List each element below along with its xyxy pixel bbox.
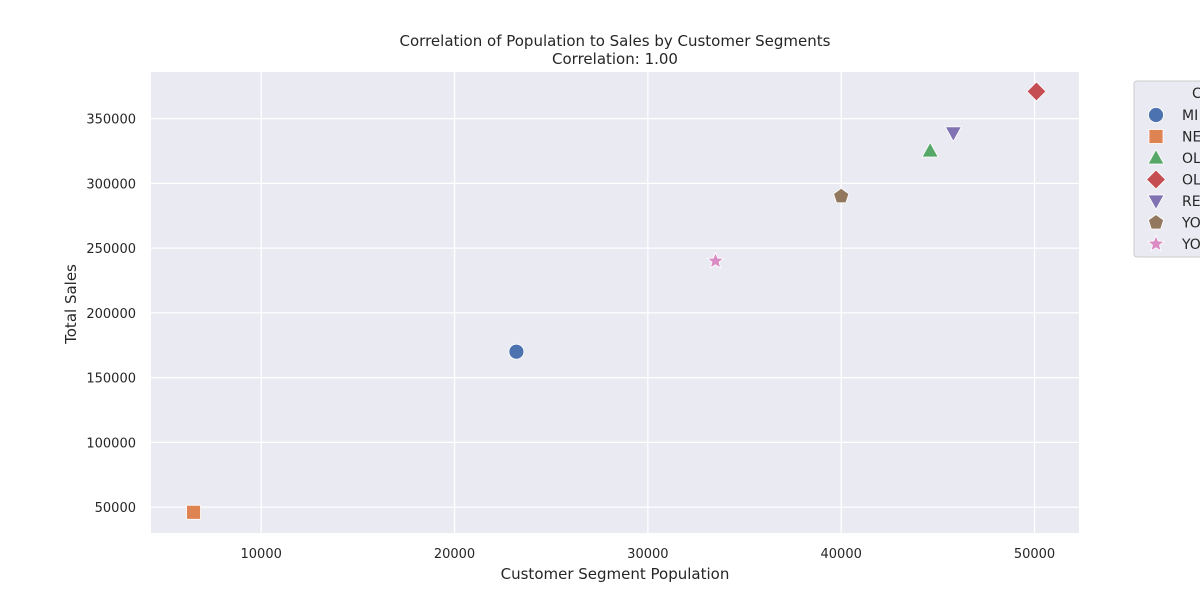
legend-item-label: OL [1182, 151, 1200, 167]
legend-marker [1147, 148, 1165, 165]
legend-title: C [1192, 86, 1200, 102]
legend-box [1133, 80, 1200, 258]
x-axis-ticks: 10000 20000 30000 40000 50000 [241, 547, 1056, 562]
chart-title: Correlation of Population to Sales by Cu… [400, 32, 831, 50]
legend-item-label: NE [1182, 130, 1200, 146]
y-tick-label: 150000 [86, 372, 136, 387]
data-point [1026, 81, 1047, 102]
data-point [508, 343, 525, 360]
y-tick-label: 200000 [86, 307, 136, 322]
data-points [186, 81, 1047, 520]
legend-marker [1148, 129, 1164, 144]
legend-marker [1148, 107, 1164, 123]
grid-lines [151, 72, 1079, 533]
data-point [186, 504, 201, 520]
y-tick-label: 100000 [86, 436, 136, 451]
data-point [944, 126, 963, 143]
y-tick-label: 300000 [86, 177, 136, 192]
legend-item-label: YO [1181, 216, 1200, 232]
x-tick-label: 10000 [241, 547, 282, 562]
y-tick-label: 50000 [95, 501, 136, 516]
legend-marker [1145, 169, 1167, 190]
legend-item-label: MI [1182, 108, 1198, 124]
x-tick-label: 40000 [821, 547, 862, 562]
legend-item-label: OL [1182, 173, 1200, 189]
legend-item-label: RE [1182, 194, 1200, 210]
y-tick-label: 250000 [86, 242, 136, 257]
x-tick-label: 30000 [627, 547, 668, 562]
x-tick-label: 50000 [1014, 547, 1055, 562]
legend: C MI NE OL OL RE YO YO [1133, 80, 1200, 258]
x-tick-label: 20000 [434, 547, 475, 562]
y-axis-label: Total Sales [62, 264, 80, 345]
legend-marker [1146, 234, 1166, 252]
data-point [833, 187, 850, 204]
y-axis-ticks: 50000 100000 150000 200000 250000 300000 35000… [86, 113, 136, 516]
legend-marker [1147, 214, 1165, 230]
data-point [921, 141, 939, 158]
plot-area [151, 72, 1079, 533]
data-point [706, 251, 725, 269]
chart-subtitle: Correlation: 1.00 [552, 50, 678, 68]
y-tick-label: 350000 [86, 113, 136, 128]
legend-marker [1147, 194, 1165, 211]
x-axis-label: Customer Segment Population [501, 565, 730, 583]
legend-item-label: YO [1181, 237, 1200, 253]
